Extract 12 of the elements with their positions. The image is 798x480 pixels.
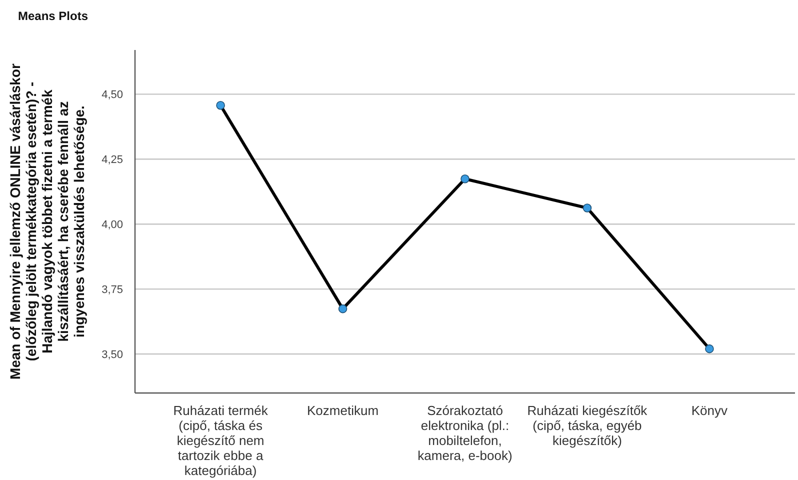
- y-tick-label: 4,25: [102, 154, 123, 166]
- x-tick-label: Szórakoztató elektronika (pl.: mobiltelefon, kamera, e-book): [418, 403, 512, 463]
- y-tick-label: 3,50: [102, 348, 123, 361]
- chart-title: Means Plots: [18, 9, 88, 23]
- x-tick-label: Kozmetikum: [307, 403, 379, 418]
- x-tick-label: Ruházati kiegészítők (cipő, táska, egyéb kiegészítők): [527, 403, 648, 448]
- x-tick-label: Ruházati termék (cipő, táska és kiegészítő nem tartozik ebbe a kategóriába): [173, 403, 268, 478]
- y-axis-title: Mean of Mennyire jellemző ONLINE vásárláskor (előzőleg jelölt termékkategória esetén)? - Hajlandó vagyok többet fizetni a termék kiszállításáért, ha cserébe fennáll az ingyenes visszaküldés lehetősége.: [7, 63, 87, 380]
- x-tick-label: Könyv: [691, 403, 728, 418]
- y-tick-label: 4,00: [102, 218, 123, 231]
- y-tick-label: 3,75: [102, 284, 123, 296]
- y-tick-label: 4,50: [102, 89, 123, 102]
